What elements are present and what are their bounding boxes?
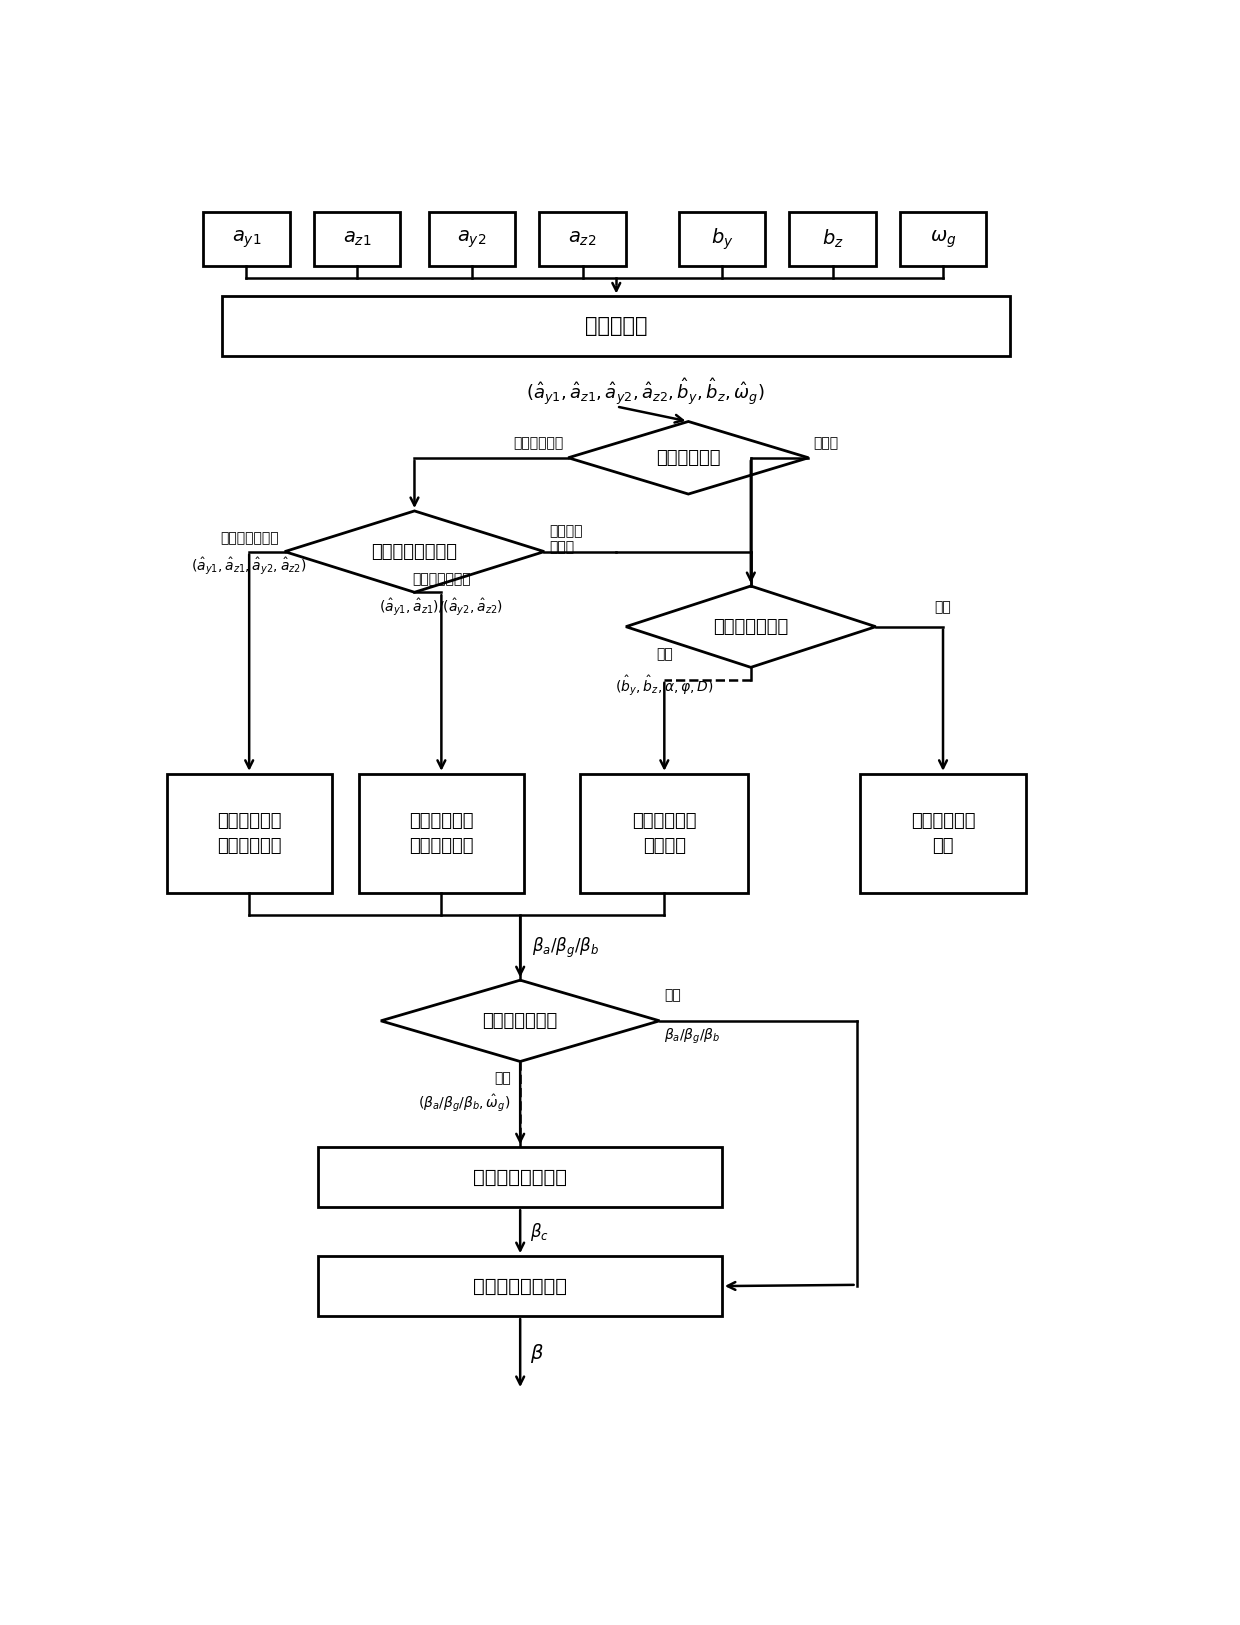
Text: 故障: 故障: [935, 600, 951, 614]
Bar: [861, 774, 1025, 892]
Text: $(\beta_a/\beta_g/\beta_b,\hat{\omega}_{g})$: $(\beta_a/\beta_g/\beta_b,\hat{\omega}_{…: [418, 1092, 511, 1115]
Bar: [319, 1147, 722, 1207]
Polygon shape: [285, 510, 544, 592]
Bar: [319, 1256, 722, 1316]
Text: $\beta_a/\beta_g/\beta_b$: $\beta_a/\beta_g/\beta_b$: [532, 936, 599, 960]
Text: 单加速度计重
力工具面解算: 单加速度计重 力工具面解算: [409, 811, 474, 855]
Text: $a_{z1}$: $a_{z1}$: [342, 229, 371, 249]
Text: 单加速度计正常: 单加速度计正常: [412, 572, 471, 587]
Text: 正常范围振动: 正常范围振动: [513, 436, 563, 450]
Text: $a_{y1}$: $a_{y1}$: [232, 228, 260, 250]
Text: 正常: 正常: [494, 1071, 511, 1086]
Text: 振动强度判定: 振动强度判定: [656, 449, 720, 466]
Text: $\beta$: $\beta$: [529, 1342, 543, 1365]
Text: 磁通门重力工
具面解算: 磁通门重力工 具面解算: [632, 811, 697, 855]
Bar: [358, 774, 525, 892]
Polygon shape: [626, 587, 875, 668]
Text: $(\hat{b}_{y},\hat{b}_{z},\alpha,\varphi,D)$: $(\hat{b}_{y},\hat{b}_{z},\alpha,\varphi…: [615, 674, 713, 699]
Text: $\beta_c$: $\beta_c$: [529, 1220, 548, 1243]
Text: 前置滤波器: 前置滤波器: [585, 317, 647, 336]
Text: $b_{z}$: $b_{z}$: [822, 228, 843, 250]
Text: 磁通门故障判定: 磁通门故障判定: [713, 618, 789, 635]
Bar: [203, 211, 290, 266]
Bar: [166, 774, 332, 892]
Text: 双加速度计正常: 双加速度计正常: [219, 531, 279, 546]
Text: $a_{y2}$: $a_{y2}$: [458, 228, 487, 250]
Bar: [678, 211, 765, 266]
Text: 正常: 正常: [656, 647, 673, 661]
Text: $\omega_{g}$: $\omega_{g}$: [930, 228, 956, 250]
Text: 陀螺仪故障判定: 陀螺仪故障判定: [482, 1012, 558, 1030]
Text: 双加速度
计故障: 双加速度 计故障: [549, 523, 583, 554]
Text: 工具面角无法
解算: 工具面角无法 解算: [910, 811, 976, 855]
Bar: [429, 211, 516, 266]
Text: 互补滤波数据融合: 互补滤波数据融合: [474, 1168, 567, 1186]
Text: $b_{y}$: $b_{y}$: [711, 226, 733, 252]
Bar: [789, 211, 875, 266]
Text: $a_{z2}$: $a_{z2}$: [568, 229, 596, 249]
Text: $(\hat{a}_{y1},\hat{a}_{z1},\hat{a}_{y2},\hat{a}_{z2})$: $(\hat{a}_{y1},\hat{a}_{z1},\hat{a}_{y2}…: [191, 556, 308, 577]
Polygon shape: [568, 421, 808, 494]
Bar: [314, 211, 401, 266]
Text: 故障: 故障: [665, 988, 681, 1003]
Text: $(\hat{a}_{y1},\hat{a}_{z1},\hat{a}_{y2},\hat{a}_{z2},\hat{b}_{y},\hat{b}_{z},\h: $(\hat{a}_{y1},\hat{a}_{z1},\hat{a}_{y2}…: [526, 375, 765, 406]
Bar: [222, 296, 1011, 356]
Text: $\beta_a/\beta_g/\beta_b$: $\beta_a/\beta_g/\beta_b$: [665, 1027, 720, 1046]
Bar: [539, 211, 626, 266]
Bar: [580, 774, 749, 892]
Text: $(\hat{a}_{y1},\hat{a}_{z1})/(\hat{a}_{y2},\hat{a}_{z2})$: $(\hat{a}_{y1},\hat{a}_{z1})/(\hat{a}_{y…: [379, 596, 503, 618]
Polygon shape: [381, 980, 660, 1061]
Text: 双加速度计重
力工具面解算: 双加速度计重 力工具面解算: [217, 811, 281, 855]
Text: 完成工具面角解算: 完成工具面角解算: [474, 1277, 567, 1295]
Bar: [900, 211, 986, 266]
Text: 加速度计故障判定: 加速度计故障判定: [372, 543, 458, 561]
Text: 强振动: 强振动: [813, 436, 838, 450]
